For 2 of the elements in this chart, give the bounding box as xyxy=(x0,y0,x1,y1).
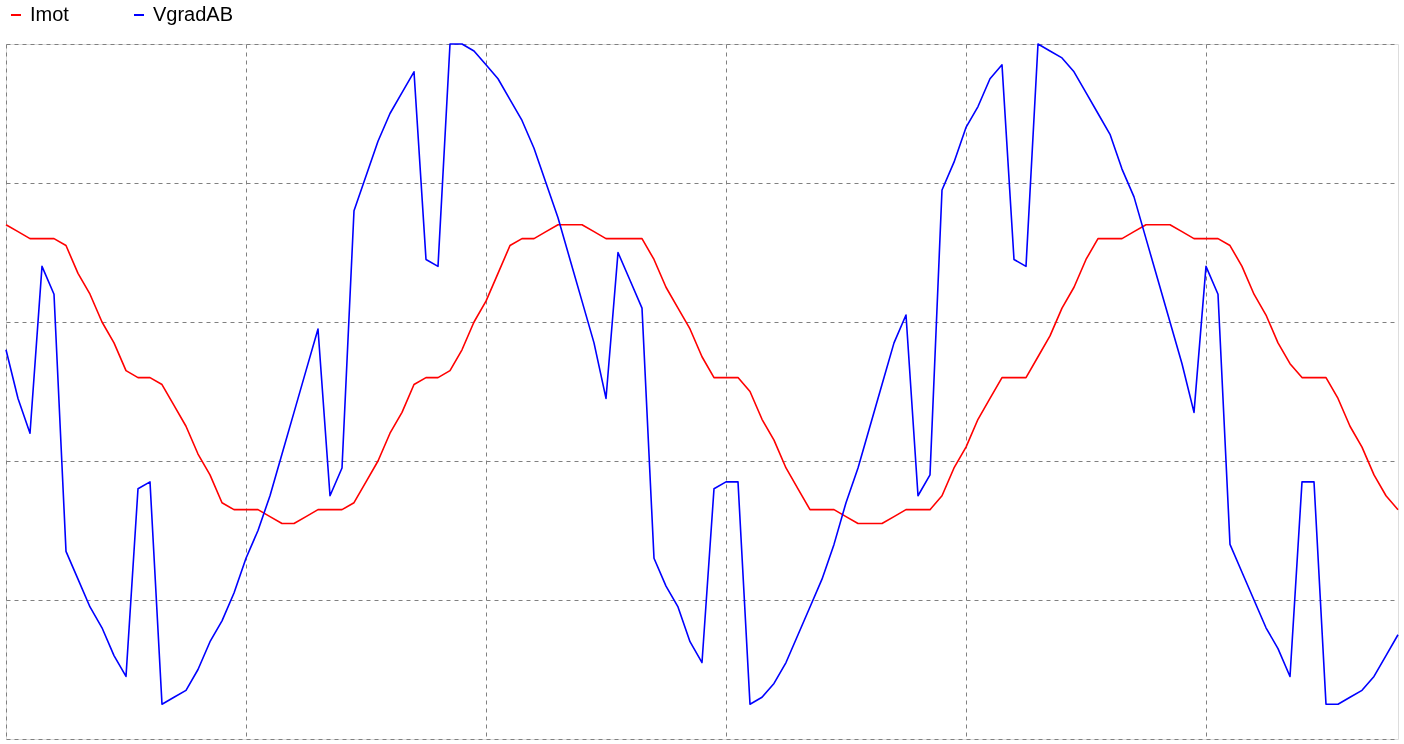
legend-label: VgradAB xyxy=(153,3,234,25)
legend-label: Imot xyxy=(30,3,70,25)
